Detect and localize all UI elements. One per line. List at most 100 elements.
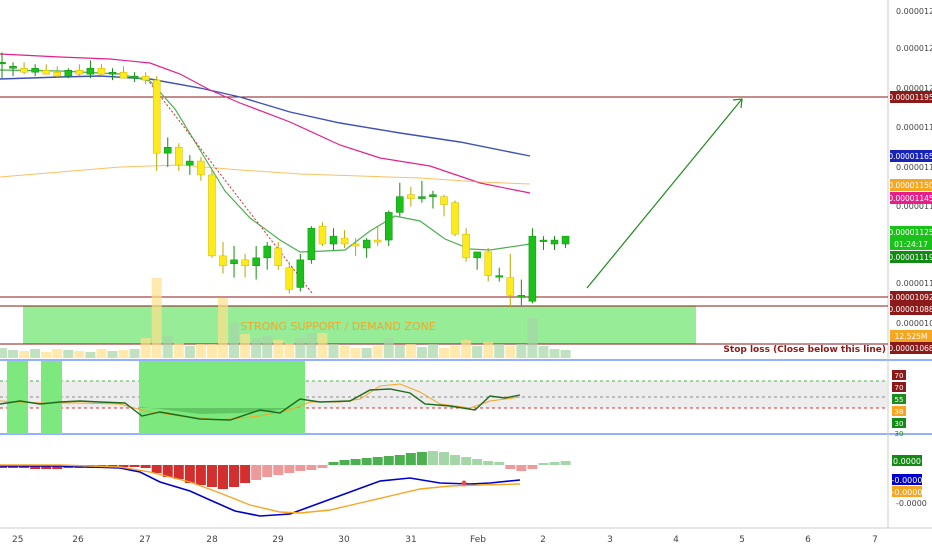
macd-hist-bar: [295, 465, 306, 471]
candle-body: [373, 239, 382, 243]
candle: [396, 182, 404, 217]
x-tick: 27: [139, 535, 150, 545]
candle-body: [152, 79, 161, 154]
candle-body: [42, 69, 50, 75]
macd-hist-bar: [439, 452, 449, 465]
macd-tick: -0.0000: [892, 488, 923, 497]
support-zone-rect: [23, 306, 696, 344]
volume-bar: [284, 343, 295, 358]
candle-body: [451, 202, 459, 235]
candle-body: [252, 257, 260, 267]
volume-bar: [306, 333, 317, 358]
candle: [86, 60, 95, 79]
candle: [108, 68, 117, 81]
macd-tick: 0.0000: [893, 457, 921, 466]
candle: [0, 52, 6, 79]
volume-bar: [383, 338, 394, 358]
volume-bar: [328, 344, 339, 358]
candle: [340, 230, 349, 248]
candle-body: [561, 235, 570, 245]
candle: [539, 236, 548, 250]
volume-bar: [527, 318, 538, 358]
candle: [230, 246, 238, 278]
volume-bar: [206, 344, 217, 358]
volume-bar: [173, 343, 184, 358]
candle-body: [230, 259, 238, 265]
macd-hist-bar: [273, 465, 284, 475]
candle-body: [307, 227, 316, 261]
candle-body: [219, 255, 227, 266]
rsi-y-ticks: 70 70 55 38 30 30: [892, 370, 906, 438]
price-badge: 0.00001195: [888, 91, 932, 103]
candle: [141, 72, 150, 85]
price-badge-bg: [890, 303, 932, 315]
volume-bar: [52, 349, 63, 358]
volume-bar: [472, 346, 483, 358]
macd-hist-bar: [538, 463, 549, 465]
volume-bar: [118, 350, 129, 358]
candle: [130, 72, 139, 83]
x-tick: 29: [272, 535, 284, 545]
candle-body: [418, 196, 426, 199]
volume-bar: [0, 348, 7, 358]
x-tick: 4: [673, 535, 679, 545]
candle: [307, 226, 316, 264]
macd-hist-bar: [140, 465, 151, 468]
price-badge: 0.00001119: [888, 251, 932, 263]
rsi-highlight-3: [139, 361, 305, 434]
volume-bar: [19, 351, 30, 358]
candle: [97, 64, 106, 77]
macd-hist-bar: [195, 465, 206, 485]
candle-body: [440, 196, 448, 205]
volume-bar: [74, 351, 85, 358]
x-tick: 30: [338, 535, 350, 545]
price-badge-bg: [890, 330, 932, 342]
projection-arrow-line: [586, 98, 743, 289]
price-badge: 0.00001088: [888, 303, 932, 315]
volume-bar: [483, 342, 494, 358]
candle-body: [429, 194, 437, 197]
candle-body: [241, 259, 249, 267]
price-badge-label: 0.00001165: [888, 152, 932, 161]
candle-body: [396, 196, 404, 213]
price-badge: 0.00001068: [888, 342, 932, 354]
price-badge: 0.00001125: [888, 226, 932, 238]
volume-bar: [262, 336, 273, 358]
candle: [318, 222, 327, 246]
x-axis-labels: 25 26 27 28 29 30 31 Feb 2 3 4 5 6 7: [12, 535, 878, 545]
stop-loss-label: Stop loss (Close below this line): [723, 345, 886, 355]
price-badge-label: 12.525M: [895, 332, 928, 341]
macd-hist-bar: [41, 465, 52, 469]
candle-body: [263, 245, 271, 259]
rsi-tick: 30: [895, 420, 904, 428]
volume-bars: [0, 278, 571, 358]
candle-body: [473, 251, 481, 259]
ma-orange-line: [0, 164, 531, 185]
macd-hist-bar: [118, 465, 129, 467]
volume-bar: [151, 278, 162, 358]
rsi-highlight-1: [7, 361, 28, 434]
volume-bar: [494, 344, 505, 358]
price-badge-bg: [890, 150, 932, 162]
volume-bar: [218, 298, 228, 358]
macd-hist-bar: [240, 465, 251, 483]
candle-body: [64, 69, 73, 77]
macd-hist-bar: [461, 457, 472, 465]
candle: [252, 246, 260, 280]
price-badge-bg: [890, 226, 932, 238]
macd-hist-bar: [560, 461, 571, 465]
price-tick: 0.00001080: [896, 319, 932, 328]
projection-arrow-head: [732, 98, 743, 109]
macd-hist-bar: [173, 465, 184, 479]
candle: [351, 238, 360, 256]
candle-body: [517, 295, 526, 298]
candle-body: [362, 239, 371, 249]
volume-bar: [405, 344, 416, 358]
macd-hist-bar: [394, 455, 405, 465]
candle-body: [75, 69, 84, 75]
macd-tick: -0.0000: [892, 476, 923, 485]
candle: [119, 66, 128, 79]
candle: [75, 64, 84, 77]
candle: [274, 242, 282, 270]
